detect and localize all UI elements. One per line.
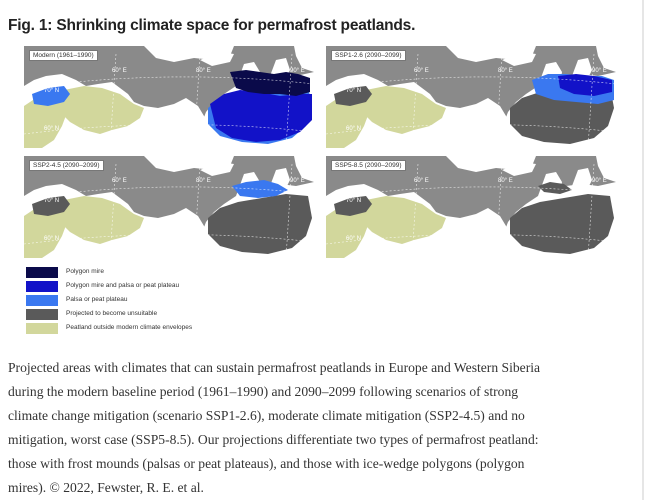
parallel-line <box>326 234 616 245</box>
panel-label-modern: Modern (1961–1990) <box>29 50 98 61</box>
map-legend: Polygon mire Polygon mire and palsa or p… <box>26 266 266 338</box>
novaya-zemlya <box>502 52 536 66</box>
caption-line: during the modern baseline period (1961–… <box>8 384 519 399</box>
lon-label-60e: 60° E <box>414 68 429 74</box>
map-panel-ssp245: 60° E 80° E 90° E 70° N 60° N SSP2-4.5 (2090… <box>24 156 314 258</box>
unsuitable-yamal <box>538 182 572 194</box>
gydan-peninsula <box>572 168 592 188</box>
map-ssp126: 60° E 80° E 90° E 70° N 60° N <box>326 46 616 148</box>
map-ssp585: 60° E 80° E 90° E 70° N 60° N <box>326 156 616 258</box>
peatland-west <box>326 94 370 148</box>
legend-label: Polygon mire and palsa or peat plateau <box>66 282 180 289</box>
parallel-line <box>24 76 314 89</box>
lon-label-80e: 80° E <box>196 178 211 184</box>
map-panel-ssp585: 60° E 80° E 90° E 70° N 60° N SSP5-8.5 (2090… <box>326 156 616 258</box>
legend-item: Projected to become unsuitable <box>26 308 266 320</box>
figure-panels: 60° E 80° E 90° E 70° N 60° N Modern (1961–1… <box>24 46 619 341</box>
legend-swatch <box>26 323 58 334</box>
taymyr-coast <box>596 156 616 182</box>
legend-label: Projected to become unsuitable <box>66 310 158 317</box>
unsuitable-fennoscandia <box>32 196 70 216</box>
peatland-fennoscandia <box>360 196 446 244</box>
legend-item: Polygon mire and palsa or peat plateau <box>26 280 266 292</box>
peatland-west <box>326 204 370 258</box>
panel-label-ssp245: SSP2-4.5 (2090–2099) <box>29 160 104 171</box>
lat-label-70n: 70° N <box>346 88 361 94</box>
legend-item: Peatland outside modern climate envelope… <box>26 322 266 334</box>
peatland-west <box>24 204 68 258</box>
caption-line: Projected areas with climates that can s… <box>8 360 541 375</box>
novaya-zemlya <box>502 162 536 176</box>
lat-label-70n: 70° N <box>44 88 59 94</box>
caption-line: mitigation, worst case (SSP5-8.5). Our p… <box>8 432 539 447</box>
polygon-palsa-siberia <box>210 90 312 142</box>
palsa-fennoscandia <box>32 86 70 106</box>
unsuitable-siberia <box>510 194 614 254</box>
lat-label-60n: 60° N <box>346 126 361 132</box>
lon-label-90e: 90° E <box>290 68 305 74</box>
peatland-west <box>24 94 68 148</box>
lon-label-80e: 80° E <box>498 68 513 74</box>
legend-label: Peatland outside modern climate envelope… <box>66 324 193 331</box>
legend-item: Palsa or peat plateau <box>26 294 266 306</box>
peatland-fennoscandia <box>58 86 144 134</box>
gydan-peninsula <box>572 58 592 78</box>
polygon-mire-siberia <box>230 70 310 96</box>
lat-label-60n: 60° N <box>44 126 59 132</box>
legend-swatch <box>26 281 58 292</box>
lon-label-60e: 60° E <box>112 178 127 184</box>
map-panel-modern: 60° E 80° E 90° E 70° N 60° N Modern (1961–1… <box>24 46 314 148</box>
lat-label-70n: 70° N <box>44 198 59 204</box>
unsuitable-siberia <box>208 194 312 254</box>
parallel-line <box>326 124 616 135</box>
taymyr-coast <box>596 46 616 72</box>
legend-swatch <box>26 295 58 306</box>
figure-title: Fig. 1: Shrinking climate space for perm… <box>8 17 416 34</box>
parallel-line <box>24 234 314 245</box>
peatland-fennoscandia <box>58 196 144 244</box>
lon-label-60e: 60° E <box>112 68 127 74</box>
map-panel-ssp126: 60° E 80° E 90° E 70° N 60° N SSP1-2.6 (2090… <box>326 46 616 148</box>
caption-line: mires). © 2022, Fewster, R. E. et al. <box>8 480 204 495</box>
lon-label-60e: 60° E <box>414 178 429 184</box>
panel-label-ssp585: SSP5-8.5 (2090–2099) <box>331 160 406 171</box>
parallel-line <box>24 186 314 199</box>
page-edge <box>642 0 644 500</box>
lon-label-80e: 80° E <box>196 68 211 74</box>
lat-label-60n: 60° N <box>44 236 59 242</box>
legend-swatch <box>26 309 58 320</box>
caption-line: climate change mitigation (scenario SSP1… <box>8 408 525 423</box>
polygon-palsa-siberia <box>558 74 612 96</box>
figure-caption: Projected areas with climates that can s… <box>8 356 642 500</box>
lat-label-70n: 70° N <box>346 198 361 204</box>
lon-label-90e: 90° E <box>592 68 607 74</box>
lat-label-60n: 60° N <box>346 236 361 242</box>
parallel-line <box>326 186 616 199</box>
parallel-line <box>24 124 314 135</box>
map-modern: 60° E 80° E 90° E 70° N 60° N <box>24 46 314 148</box>
novaya-zemlya <box>200 52 234 66</box>
map-ssp245: 60° E 80° E 90° E 70° N 60° N <box>24 156 314 258</box>
panel-label-ssp126: SSP1-2.6 (2090–2099) <box>331 50 406 61</box>
lon-label-90e: 90° E <box>592 178 607 184</box>
legend-item: Polygon mire <box>26 266 266 278</box>
legend-swatch <box>26 267 58 278</box>
unsuitable-fennoscandia <box>334 86 372 106</box>
legend-label: Palsa or peat plateau <box>66 296 128 303</box>
peatland-fennoscandia <box>360 86 446 134</box>
lon-label-90e: 90° E <box>290 178 305 184</box>
lon-label-80e: 80° E <box>498 178 513 184</box>
caption-line: those with frost mounds (palsas or peat … <box>8 456 525 471</box>
gydan-peninsula <box>270 168 290 188</box>
parallel-line <box>326 76 616 89</box>
taymyr-coast <box>294 46 314 72</box>
unsuitable-fennoscandia <box>334 196 372 216</box>
legend-label: Polygon mire <box>66 268 104 275</box>
novaya-zemlya <box>200 162 234 176</box>
taymyr-coast <box>294 156 314 182</box>
